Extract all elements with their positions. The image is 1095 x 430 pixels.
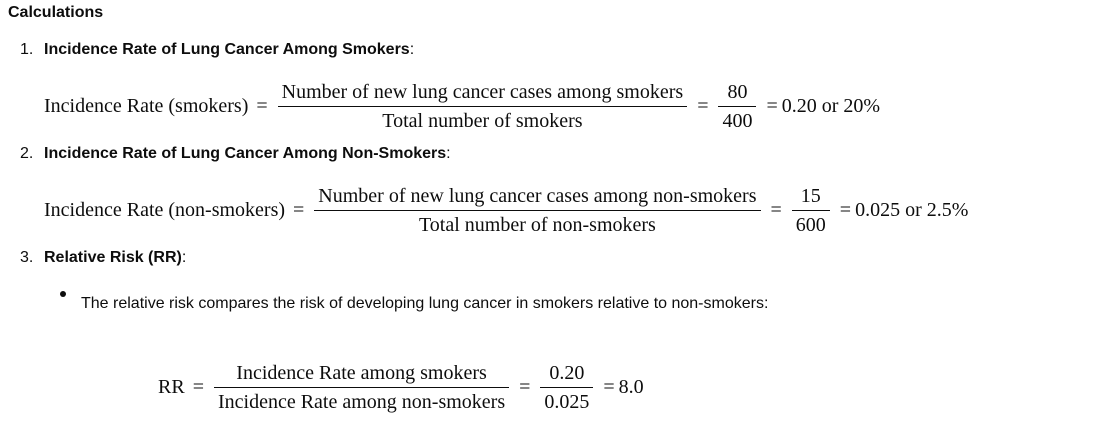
fraction-denominator: Total number of smokers bbox=[277, 106, 688, 133]
fraction-numerator: Number of new lung cancer cases among no… bbox=[318, 185, 757, 207]
equation-incidence-non-smokers: Incidence Rate (non-smokers) = Number of… bbox=[44, 184, 968, 237]
list-number: 2. bbox=[20, 145, 34, 162]
equals-sign: = bbox=[603, 376, 615, 398]
fraction-numerator: Incidence Rate among smokers bbox=[236, 362, 487, 384]
list-number: 3. bbox=[20, 249, 34, 266]
fraction-numerator: Number of new lung cancer cases among sm… bbox=[281, 81, 684, 103]
fraction-values: 15 600 bbox=[791, 184, 830, 237]
equation-lhs: Incidence Rate (smokers) bbox=[44, 95, 249, 117]
equals-sign: = bbox=[839, 199, 852, 221]
equals-sign: = bbox=[697, 95, 709, 117]
bullet-icon bbox=[60, 291, 66, 297]
equation-result: 8.0 bbox=[618, 376, 644, 398]
fraction-numerator: 80 bbox=[727, 81, 748, 103]
section-heading: Calculations bbox=[8, 4, 104, 21]
bullet-text: The relative risk compares the risk of d… bbox=[81, 295, 769, 312]
list-item-title: Relative Risk (RR) bbox=[44, 249, 182, 266]
equation-result: 0.025 or 2.5% bbox=[855, 199, 969, 221]
equals-sign: = bbox=[770, 199, 782, 221]
fraction-formula: Incidence Rate among smokers Incidence R… bbox=[213, 361, 510, 414]
fraction-denominator: Total number of non-smokers bbox=[314, 210, 761, 237]
equals-sign: = bbox=[192, 376, 204, 398]
fraction-numerator: 0.20 bbox=[549, 362, 585, 384]
equation-incidence-smokers: Incidence Rate (smokers) = Number of new… bbox=[44, 80, 880, 133]
equation-lhs: RR bbox=[158, 376, 185, 398]
list-item-1: 1. Incidence Rate of Lung Cancer Among Sm… bbox=[20, 41, 414, 59]
list-item-title: Incidence Rate of Lung Cancer Among Non-… bbox=[44, 145, 447, 162]
equation-result: 0.20 or 20% bbox=[781, 95, 881, 117]
list-item-2: 2. Incidence Rate of Lung Cancer Among No… bbox=[20, 145, 451, 163]
equals-sign: = bbox=[293, 199, 305, 221]
list-item-suffix: : bbox=[446, 145, 451, 162]
fraction-denominator: 400 bbox=[718, 106, 757, 133]
fraction-denominator: 600 bbox=[791, 210, 830, 237]
fraction-formula: Number of new lung cancer cases among sm… bbox=[277, 80, 688, 133]
list-item-suffix: : bbox=[181, 249, 187, 266]
equals-sign: = bbox=[256, 95, 268, 117]
equation-relative-risk: RR = Incidence Rate among smokers Incide… bbox=[158, 361, 644, 414]
list-number: 1. bbox=[20, 41, 34, 58]
equation-lhs: Incidence Rate (non-smokers) bbox=[44, 199, 286, 221]
equals-sign: = bbox=[766, 95, 778, 117]
equals-sign: = bbox=[519, 376, 531, 398]
list-item-3: 3. Relative Risk (RR): bbox=[20, 249, 186, 267]
fraction-denominator: 0.025 bbox=[540, 387, 594, 414]
fraction-denominator: Incidence Rate among non-smokers bbox=[213, 387, 510, 414]
fraction-values: 0.20 0.025 bbox=[540, 361, 594, 414]
fraction-values: 80 400 bbox=[718, 80, 757, 133]
fraction-numerator: 15 bbox=[800, 185, 821, 207]
fraction-formula: Number of new lung cancer cases among no… bbox=[314, 184, 761, 237]
list-item-suffix: : bbox=[409, 41, 415, 58]
list-item-title: Incidence Rate of Lung Cancer Among Smok… bbox=[44, 41, 410, 58]
